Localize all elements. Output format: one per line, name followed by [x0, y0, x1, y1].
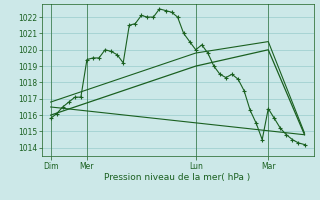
X-axis label: Pression niveau de la mer( hPa ): Pression niveau de la mer( hPa ) — [104, 173, 251, 182]
